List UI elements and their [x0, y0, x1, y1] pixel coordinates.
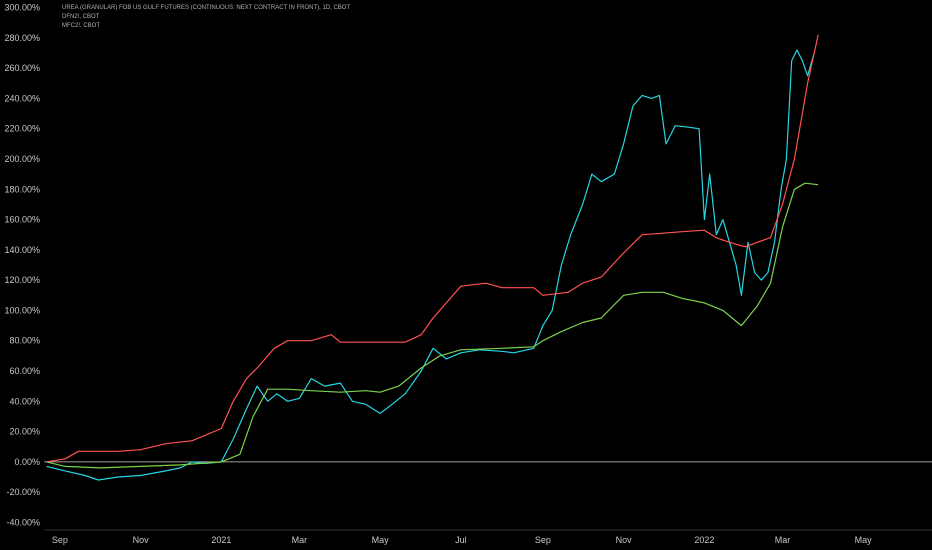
y-axis: 300.00% 280.00% 260.00% 240.00% 220.00% 200.0…: [4, 3, 40, 528]
y-tick-label: 200.00%: [4, 154, 40, 164]
x-axis: Sep Nov 2021 Mar May Jul Sep Nov 2022 Mar May: [52, 535, 872, 545]
y-tick-label: 140.00%: [4, 245, 40, 255]
legend-series-dfn2: DFN2!, CBOT: [62, 14, 100, 20]
x-tick-label: Nov: [133, 535, 150, 545]
y-tick-label: -20.00%: [6, 487, 40, 497]
series-line-0: [46, 49, 815, 481]
x-tick-label: Nov: [616, 535, 633, 545]
chart-legend: UREA (GRANULAR) FOB US GULF FUTURES (CON…: [62, 4, 350, 31]
x-tick-label: Mar: [292, 535, 308, 545]
x-tick-label: 2022: [694, 535, 714, 545]
x-tick-label: Sep: [52, 535, 68, 545]
y-tick-label: 80.00%: [9, 336, 40, 346]
x-tick-label: Jul: [455, 535, 467, 545]
y-tick-label: 120.00%: [4, 275, 40, 285]
y-tick-label: 220.00%: [4, 124, 40, 134]
series-layer: [46, 34, 819, 481]
x-tick-label: Mar: [775, 535, 791, 545]
legend-title: UREA (GRANULAR) FOB US GULF FUTURES (CON…: [62, 5, 351, 11]
y-tick-label: 300.00%: [4, 3, 40, 13]
y-tick-label: 240.00%: [4, 93, 40, 103]
y-tick-label: 260.00%: [4, 63, 40, 73]
x-tick-label: Sep: [535, 535, 551, 545]
y-tick-label: 280.00%: [4, 33, 40, 43]
y-tick-label: 100.00%: [4, 305, 40, 315]
x-tick-label: May: [372, 535, 390, 545]
x-tick-label: 2021: [211, 535, 231, 545]
y-tick-label: 180.00%: [4, 184, 40, 194]
y-tick-label: 60.00%: [9, 366, 40, 376]
y-tick-label: 160.00%: [4, 215, 40, 225]
y-tick-label: 0.00%: [14, 457, 40, 467]
legend-series-mfc2: MFC2!, CBOT: [62, 23, 101, 29]
y-tick-label: -40.00%: [6, 517, 40, 527]
y-tick-label: 20.00%: [9, 427, 40, 437]
series-line-1: [46, 34, 819, 463]
y-tick-label: 40.00%: [9, 396, 40, 406]
x-tick-label: May: [855, 535, 873, 545]
series-line-2: [46, 182, 819, 469]
